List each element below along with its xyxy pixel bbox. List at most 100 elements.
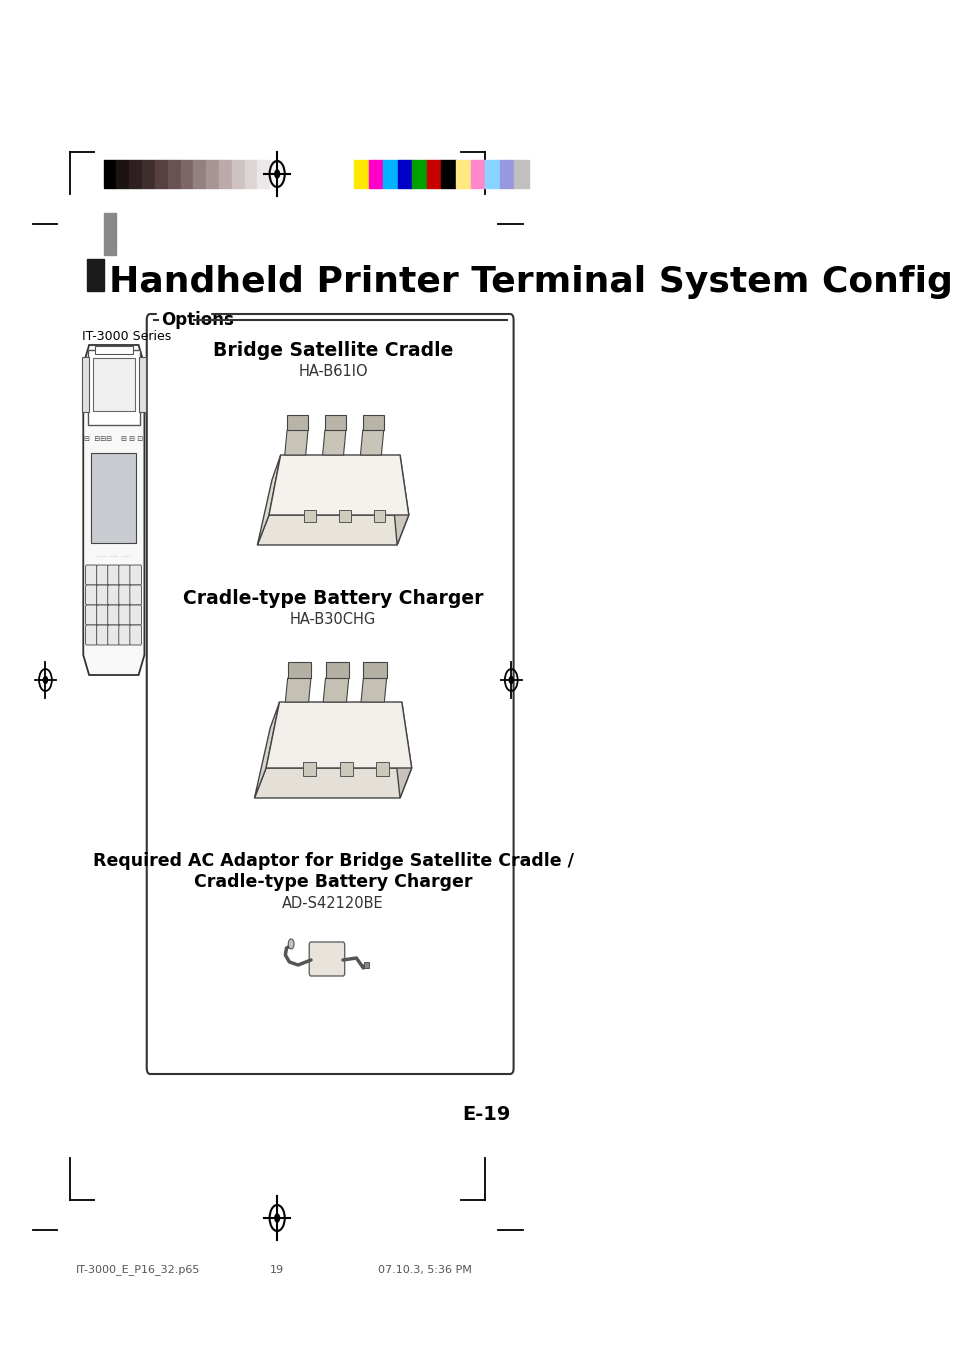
Polygon shape [284,430,308,455]
Bar [94,346,132,354]
FancyBboxPatch shape [108,626,119,644]
Text: ·····  ·····  ·····: ····· ····· ····· [97,554,130,559]
Bar [257,159,270,188]
Bar [180,159,193,188]
FancyBboxPatch shape [86,585,97,605]
Text: ⊟  ⊟⊟⊟    ⊟ ⊟ ⊡: ⊟ ⊟⊟⊟ ⊟ ⊟ ⊡ [84,436,143,442]
Polygon shape [323,678,349,703]
Bar [470,159,484,188]
Bar [244,159,257,188]
FancyBboxPatch shape [86,605,97,626]
Text: Options: Options [160,311,233,330]
Bar [142,159,154,188]
Polygon shape [287,415,308,430]
Bar [397,159,412,188]
Text: 19: 19 [270,1265,284,1275]
FancyBboxPatch shape [96,626,109,644]
Bar [206,159,219,188]
FancyBboxPatch shape [96,585,109,605]
Bar [88,259,104,290]
FancyBboxPatch shape [86,565,97,585]
Bar [514,159,528,188]
Bar [368,159,383,188]
Polygon shape [83,345,144,676]
FancyBboxPatch shape [130,565,141,585]
Polygon shape [360,678,386,703]
Polygon shape [254,703,279,798]
Polygon shape [266,703,412,767]
FancyBboxPatch shape [119,565,131,585]
FancyBboxPatch shape [147,313,513,1074]
Text: Handheld Printer Terminal System Configuration: Handheld Printer Terminal System Configu… [110,265,953,299]
Bar [91,453,136,543]
Polygon shape [254,767,412,798]
Bar [338,509,350,521]
Polygon shape [360,430,383,455]
Polygon shape [269,455,408,515]
FancyBboxPatch shape [130,626,141,644]
Text: HA-B30CHG: HA-B30CHG [290,612,375,627]
Polygon shape [391,455,408,544]
FancyBboxPatch shape [309,942,344,975]
Bar [219,159,232,188]
Bar [88,350,139,426]
Bar [232,159,244,188]
Text: 07.10.3, 5:36 PM: 07.10.3, 5:36 PM [377,1265,471,1275]
FancyBboxPatch shape [130,605,141,626]
Text: E-19: E-19 [462,1105,511,1124]
Text: IT-3000 Series: IT-3000 Series [81,330,171,343]
Circle shape [288,939,294,948]
Polygon shape [392,703,412,798]
FancyBboxPatch shape [108,585,119,605]
Polygon shape [285,678,311,703]
FancyBboxPatch shape [96,565,109,585]
Bar [154,159,168,188]
Bar [383,159,397,188]
Bar [168,159,180,188]
Polygon shape [325,662,349,678]
FancyBboxPatch shape [108,565,119,585]
Bar [426,159,441,188]
Bar [499,159,514,188]
Bar [484,159,499,188]
Circle shape [274,170,279,178]
Bar [104,159,116,188]
Polygon shape [322,430,346,455]
FancyBboxPatch shape [119,605,131,626]
Bar [116,159,130,188]
Polygon shape [257,515,408,544]
Polygon shape [257,455,280,544]
Bar [304,509,315,521]
Circle shape [274,1215,279,1223]
FancyBboxPatch shape [130,585,141,605]
Bar [339,762,353,775]
Polygon shape [288,662,311,678]
Text: AD-S42120BE: AD-S42120BE [282,897,383,912]
Bar [456,159,470,188]
Polygon shape [363,662,386,678]
FancyBboxPatch shape [119,626,131,644]
Circle shape [509,677,513,684]
FancyBboxPatch shape [108,605,119,626]
Polygon shape [362,415,383,430]
Bar [270,159,283,188]
Bar [363,962,368,969]
Text: Required AC Adaptor for Bridge Satellite Cradle /
Cradle-type Battery Charger: Required AC Adaptor for Bridge Satellite… [92,852,573,890]
Text: Cradle-type Battery Charger: Cradle-type Battery Charger [183,589,483,608]
Bar [193,159,206,188]
Bar [302,762,315,775]
Bar [157,312,210,328]
Bar [104,213,116,255]
Bar [92,358,135,411]
Bar [412,159,426,188]
Bar [354,159,368,188]
Bar [374,509,385,521]
FancyBboxPatch shape [86,626,97,644]
Circle shape [43,677,48,684]
Text: Bridge Satellite Cradle: Bridge Satellite Cradle [213,340,453,359]
FancyBboxPatch shape [96,605,109,626]
Bar [441,159,456,188]
Bar [130,159,142,188]
FancyBboxPatch shape [119,585,131,605]
Bar [138,357,146,412]
